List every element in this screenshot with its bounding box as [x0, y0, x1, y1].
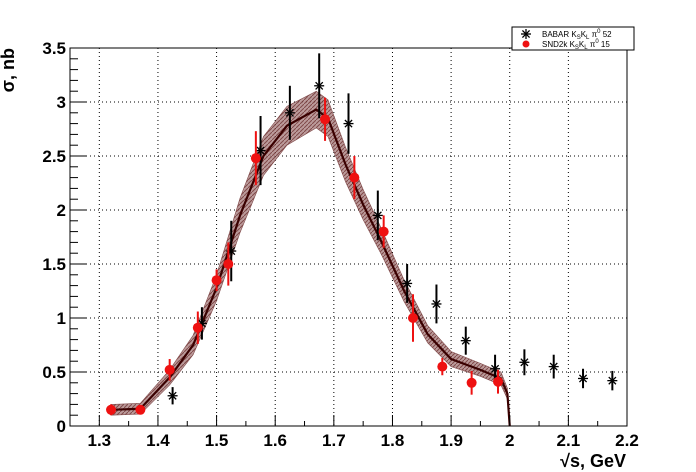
babar-point	[372, 210, 383, 221]
snd2k-point	[320, 114, 331, 125]
legend-entry-label: BABAR KSKL π0 52	[542, 29, 612, 41]
babar-point	[255, 145, 266, 156]
legend-text-part: 0	[597, 29, 601, 35]
x-tick-label: 2	[505, 431, 514, 450]
legend-entry-label: SND2k KSKL π0 15	[542, 39, 610, 51]
babar-point	[343, 118, 354, 129]
x-tick-label: 2.1	[557, 431, 581, 450]
y-tick-label: 0	[57, 417, 66, 436]
x-tick-label: 1.6	[263, 431, 287, 450]
y-tick-label: 1	[57, 309, 66, 328]
x-tick-label: 2.2	[615, 431, 639, 450]
x-tick-label: 1.5	[205, 431, 229, 450]
legend-text-part: S	[577, 35, 581, 41]
snd2k-point	[135, 404, 146, 415]
snd2k-point	[407, 313, 418, 323]
snd2k-point	[466, 377, 477, 388]
y-tick-label: 2	[57, 201, 66, 220]
legend-text-part: K	[581, 30, 587, 39]
x-tick-label: 1.7	[322, 431, 346, 450]
x-tick-label: 1.4	[146, 431, 170, 450]
snd2k-point	[192, 322, 203, 333]
babar-point	[284, 107, 295, 118]
legend-text-part: π	[588, 40, 596, 49]
y-tick-label: 0.5	[42, 363, 66, 382]
babar-point	[431, 298, 442, 309]
legend-text-part: 52	[600, 30, 612, 39]
y-tick-label: 2.5	[42, 147, 66, 166]
babar-point	[607, 375, 618, 386]
snd2k-point	[211, 275, 222, 286]
babar-point	[460, 335, 471, 346]
legend-star-marker	[521, 29, 531, 39]
legend-text-part: BABAR K	[542, 30, 577, 39]
snd2k-point	[250, 153, 261, 164]
y-tick-label: 3.5	[42, 39, 66, 58]
snd2k-point	[223, 259, 234, 269]
legend-text-part: SND2k K	[542, 40, 576, 49]
legend-text-part: K	[579, 40, 585, 49]
babar-point	[402, 278, 413, 289]
babar-point	[519, 357, 530, 368]
snd2k-point	[378, 226, 389, 237]
snd2k-point	[493, 376, 504, 387]
x-tick-label: 1.9	[439, 431, 463, 450]
babar-point	[167, 390, 178, 401]
legend-box	[511, 26, 635, 51]
legend-text-part: 15	[599, 40, 611, 49]
grid	[70, 47, 628, 427]
babar-point	[314, 80, 325, 91]
data-series	[106, 53, 618, 416]
snd2k-point	[106, 404, 117, 415]
legend-text-part: L	[584, 45, 588, 51]
axis-ticks: 1.3 1.4 1.5 1.6 1.7 1.8 1.9 2 2.1 2.2 0 0.5 1 1.5 2 2.5…	[42, 39, 638, 450]
x-tick-label: 1.3	[87, 431, 111, 450]
y-axis-title: σ, nb	[0, 48, 18, 92]
legend-text-part: S	[575, 45, 579, 51]
legend-text-part: L	[586, 35, 590, 41]
legend-text-part: 0	[595, 39, 599, 45]
babar-point	[548, 361, 559, 372]
legend-circle-marker	[522, 40, 530, 48]
snd2k-point	[437, 361, 448, 372]
snd2k-point	[349, 172, 360, 183]
legend-text-part: π	[589, 30, 597, 39]
snd2k-point	[164, 364, 175, 375]
x-tick-label: 1.8	[381, 431, 405, 450]
babar-point	[578, 373, 589, 384]
y-tick-label: 1.5	[42, 255, 66, 274]
x-axis-title: √s, GeV	[560, 451, 626, 471]
y-tick-label: 3	[57, 93, 66, 112]
